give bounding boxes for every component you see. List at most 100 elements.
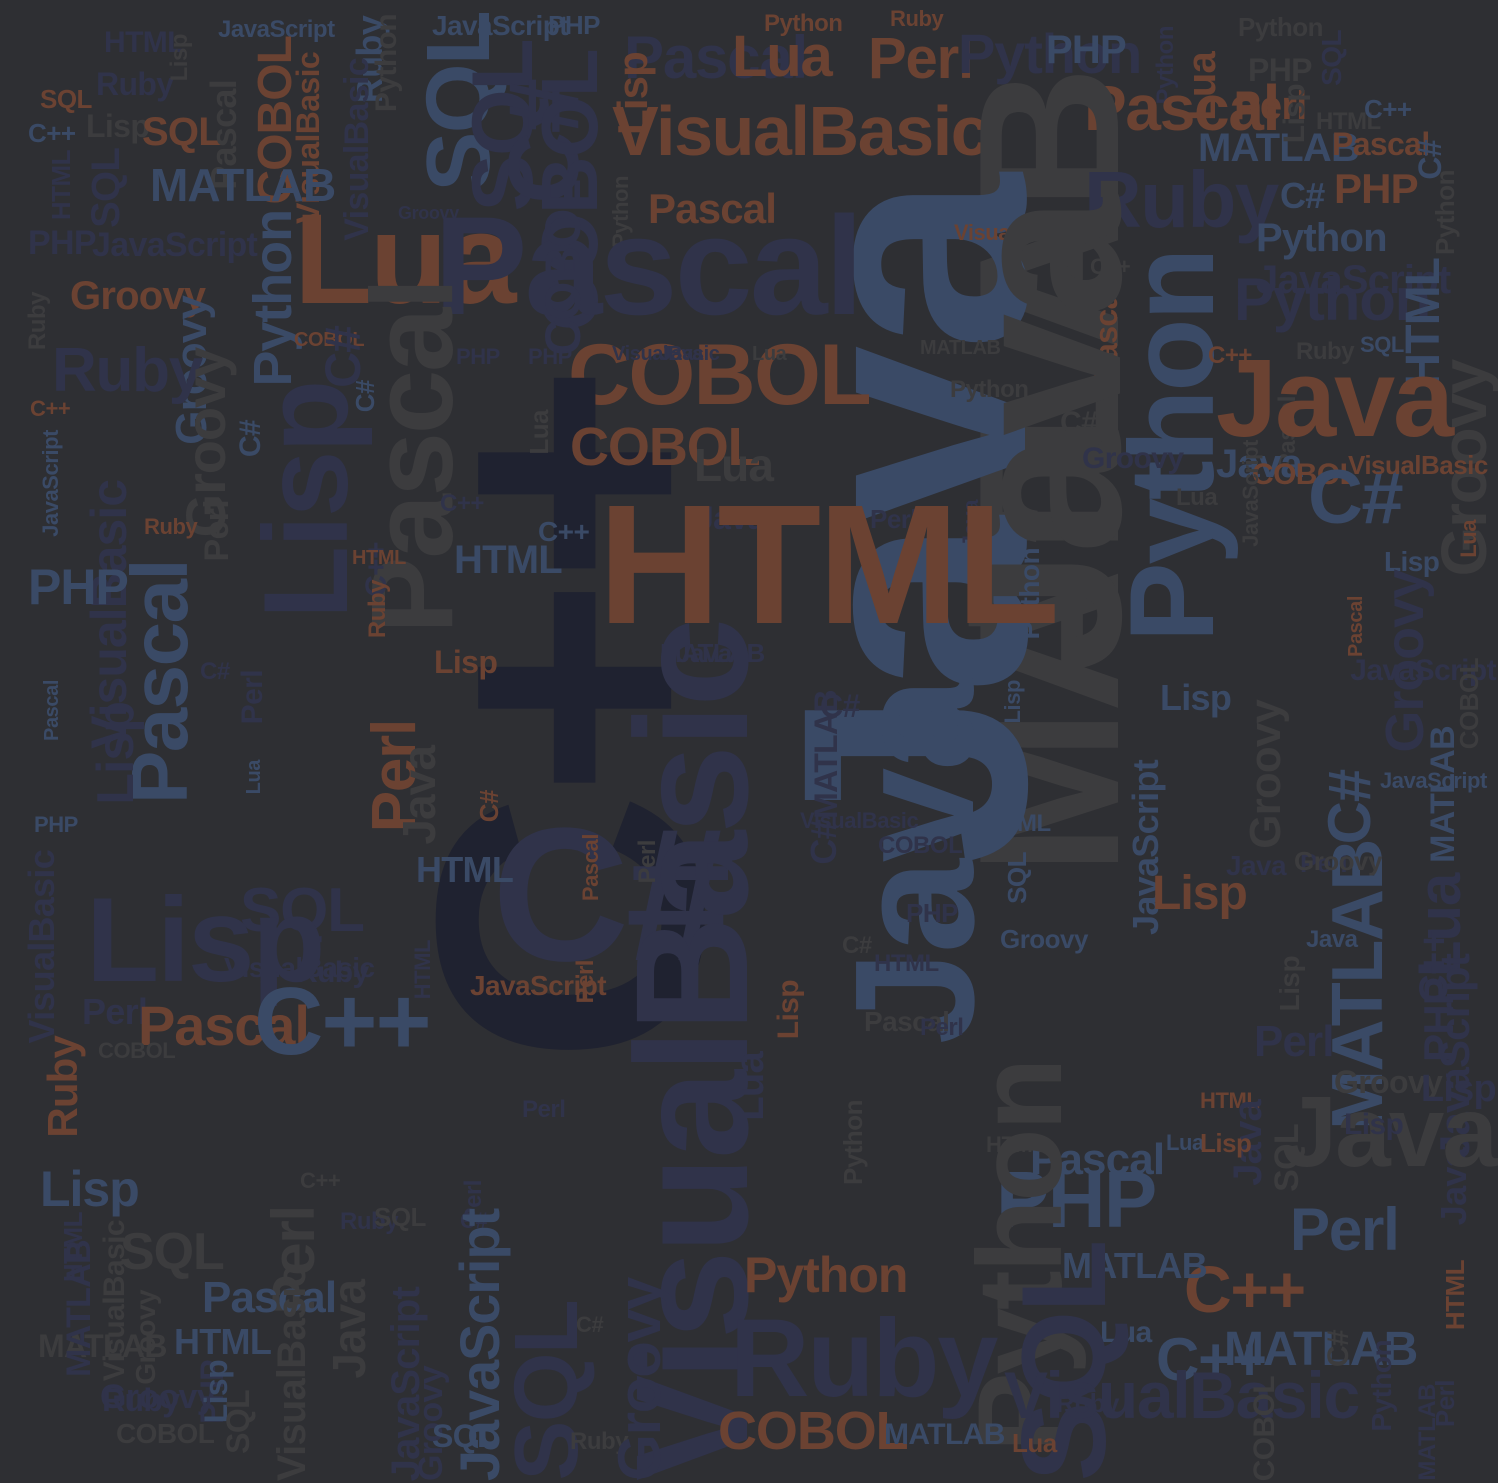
cloud-word: Ruby — [296, 956, 369, 989]
cloud-word: C# — [200, 658, 230, 685]
cloud-word: Pascal — [648, 185, 777, 232]
cloud-word: PHP — [906, 898, 958, 928]
cloud-word: Groovy — [606, 1278, 673, 1481]
cloud-word: C++ — [1364, 94, 1412, 124]
cloud-word: C++ — [1156, 1326, 1267, 1393]
cloud-word: Python — [243, 210, 303, 387]
cloud-word: PHP — [1334, 165, 1419, 212]
cloud-word: C++ — [28, 118, 76, 148]
cloud-word: MATLAB — [1224, 1323, 1418, 1376]
cloud-word: Perl — [572, 960, 599, 1004]
cloud-word: COBOL — [718, 1401, 909, 1461]
cloud-word: JavaScript — [470, 970, 607, 1001]
cloud-word: Groovy — [1241, 700, 1290, 849]
cloud-word: JavaScript — [432, 10, 569, 41]
cloud-word: VisualBasic — [612, 92, 990, 170]
cloud-word: Ruby — [24, 292, 51, 351]
cloud-word: Python — [1366, 1340, 1397, 1432]
cloud-word: SQL — [120, 1223, 225, 1281]
cloud-word: Python — [1234, 266, 1431, 333]
cloud-word: Lisp — [86, 873, 325, 1007]
cloud-word: HTML — [986, 810, 1051, 837]
cloud-word: JavaScript — [92, 226, 258, 264]
cloud-word: JavaScript — [218, 16, 335, 43]
cloud-word: PHP — [456, 344, 500, 369]
cloud-word: MATLAB — [660, 638, 765, 668]
cloud-word: COBOL — [1248, 1375, 1281, 1481]
cloud-word: Java — [1216, 337, 1454, 460]
cloud-word: Perl — [1300, 848, 1348, 878]
cloud-word: C++ — [30, 396, 71, 421]
cloud-word: Ruby — [340, 1208, 399, 1235]
cloud-word: Lisp — [1278, 84, 1311, 144]
cloud-word: HTML — [454, 538, 563, 582]
cloud-word: Perl — [920, 1014, 964, 1041]
cloud-word: Lisp — [40, 1161, 140, 1217]
cloud-word: Java — [676, 638, 732, 668]
cloud-word: Perl — [1254, 1017, 1335, 1066]
cloud-word: Groovy — [1082, 442, 1184, 475]
cloud-word: C# — [820, 688, 860, 724]
cloud-word: Perl — [522, 1096, 566, 1123]
cloud-word: PHP — [996, 1155, 1157, 1244]
cloud-word: Ruby — [364, 580, 391, 639]
cloud-word: C++ — [440, 490, 484, 517]
cloud-word: C# — [1316, 770, 1383, 845]
cloud-word: Lisp — [1420, 1068, 1497, 1110]
cloud-word: C++ — [300, 1168, 341, 1193]
cloud-word: SQL — [220, 1390, 256, 1454]
cloud-word: VisualBasic — [612, 343, 720, 365]
cloud-word: C# — [460, 1208, 488, 1233]
cloud-word: Groovy — [1334, 1064, 1443, 1100]
cloud-word: COBOL — [1252, 458, 1358, 491]
cloud-word: HTML — [104, 26, 186, 59]
cloud-word: Perl — [870, 504, 918, 534]
cloud-word: C++ — [538, 516, 590, 547]
cloud-word: Lisp — [166, 34, 193, 82]
cloud-word: HTML — [1440, 1260, 1470, 1331]
cloud-word: MATLAB — [920, 337, 1001, 359]
cloud-word: Python — [744, 1247, 908, 1303]
cloud-word: Java — [323, 1280, 375, 1379]
cloud-word: Pascal — [41, 680, 63, 741]
cloud-word: Pascal — [202, 1273, 337, 1322]
cloud-word: JavaScript — [1380, 768, 1487, 793]
cloud-word: C++ — [1184, 1252, 1306, 1326]
cloud-word: VisualBasic — [954, 220, 1073, 245]
cloud-word: Groovy — [1294, 846, 1382, 876]
cloud-word: Lisp — [239, 382, 373, 620]
cloud-word: HTML — [874, 950, 939, 977]
cloud-word: Python — [950, 376, 1029, 403]
cloud-word: JavaScript — [1350, 654, 1496, 687]
cloud-word: Ruby — [144, 514, 198, 539]
cloud-word: Java — [393, 746, 445, 845]
cloud-word: SQL — [374, 1202, 426, 1232]
cloud-word: VisualBasic — [21, 850, 62, 1044]
cloud-word: Pascal — [138, 994, 310, 1057]
cloud-word: C# — [576, 1312, 604, 1337]
cloud-word: MATLAB — [1424, 726, 1462, 863]
cloud-word: Lisp — [1200, 1128, 1252, 1158]
cloud-word: PHP — [34, 812, 78, 837]
cloud-word: Python — [838, 1100, 868, 1185]
cloud-word: VisualBasic — [1348, 450, 1488, 480]
cloud-word: HTML — [46, 150, 76, 221]
cloud-word: MATLAB — [1062, 1245, 1208, 1286]
cloud-word: SQL — [1316, 30, 1347, 86]
cloud-word: Groovy — [70, 274, 206, 318]
cloud-word: SQL — [240, 876, 365, 945]
cloud-word: Pascal — [864, 1006, 950, 1037]
cloud-word: Java — [1306, 926, 1358, 953]
cloud-word: Lua — [1456, 520, 1481, 558]
cloud-word: Ruby — [52, 336, 203, 405]
cloud-word: Groovy — [398, 203, 459, 223]
cloud-word: Ruby — [730, 1297, 998, 1420]
cloud-word: Lua — [728, 1052, 772, 1121]
cloud-word: Ruby — [570, 1428, 629, 1455]
cloud-word: Pascal — [434, 187, 864, 344]
cloud-word: C# — [803, 820, 844, 865]
cloud-word: Lisp — [1384, 546, 1440, 577]
cloud-word: JavaScript — [38, 430, 63, 537]
cloud-word: PHP — [1248, 52, 1313, 88]
